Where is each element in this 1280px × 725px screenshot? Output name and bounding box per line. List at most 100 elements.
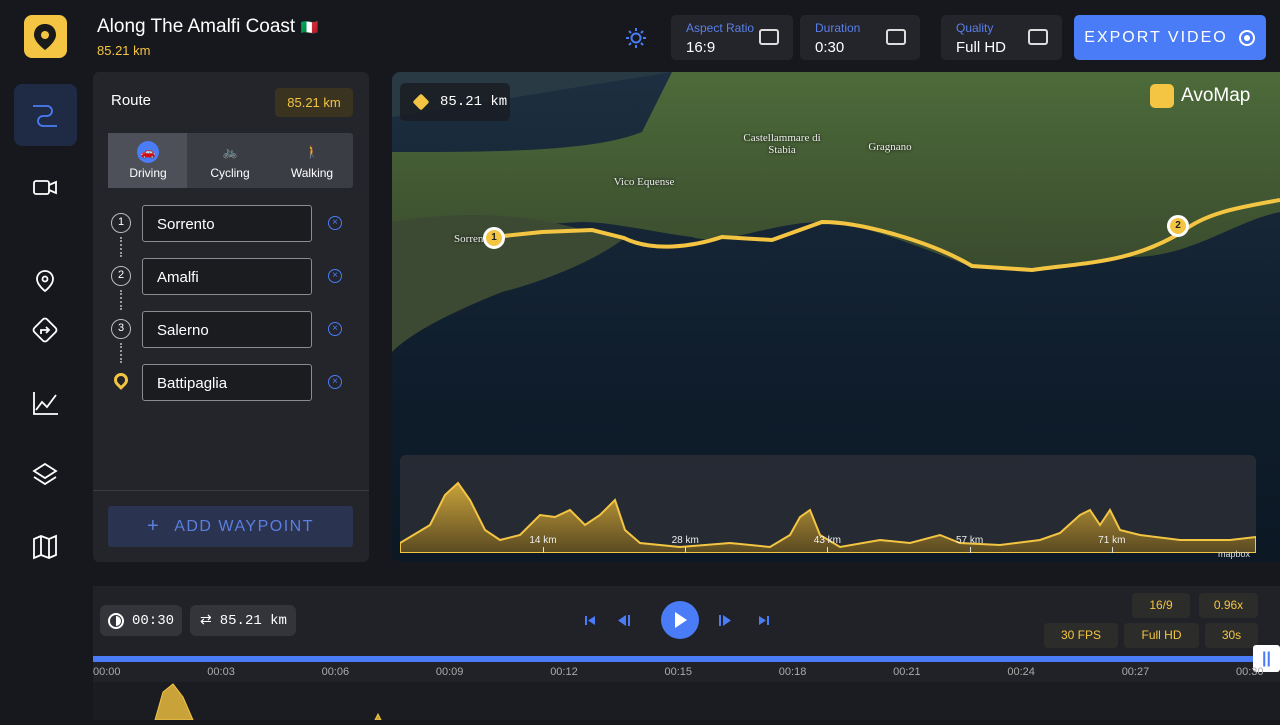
transport-controls — [585, 601, 769, 639]
map[interactable]: 85.21 km AvoMap Castellammare di Stabia G… — [392, 72, 1280, 562]
timeline-tick-label: 00:03 — [207, 666, 235, 678]
waypoint-connector — [120, 343, 122, 363]
timeline-tick-label: 00:15 — [664, 666, 693, 678]
route-panel: Route 85.21 km 🚗 Driving 🚲 Cycling 🚶 Walking … — [93, 72, 369, 562]
export-button[interactable]: EXPORT VIDEO — [1074, 15, 1266, 60]
logo-icon — [34, 24, 56, 50]
step-back[interactable] — [618, 615, 630, 626]
route-marker[interactable]: 2 — [1167, 215, 1189, 237]
timeline-handle[interactable]: || — [1253, 645, 1280, 672]
profile-tick-label: 57 km — [955, 535, 984, 546]
setting-icon — [759, 29, 779, 45]
profile-tick-label: 71 km — [1098, 535, 1126, 546]
brand-logo — [1150, 84, 1174, 108]
badge[interactable]: Full HD — [1124, 623, 1199, 648]
remove-waypoint[interactable]: × — [328, 269, 342, 283]
nav-camera[interactable] — [33, 180, 50, 195]
mode-label[interactable]: Cycling — [210, 166, 250, 180]
timeline-tick-label: 00:06 — [321, 666, 350, 678]
setting-icon — [1028, 29, 1048, 45]
step-forward[interactable] — [719, 615, 731, 626]
nav-route[interactable] — [33, 105, 57, 127]
mode-icon[interactable]: 🚲 — [222, 145, 238, 159]
theme-toggle[interactable] — [626, 28, 646, 48]
badge[interactable]: 30s — [1205, 623, 1258, 648]
profile-tick — [827, 547, 829, 553]
nav-directions[interactable] — [32, 317, 58, 343]
remove-waypoint[interactable]: × — [328, 322, 342, 336]
remove-waypoint[interactable]: × — [328, 375, 342, 389]
timeline-tick-label: 00:27 — [1121, 666, 1150, 678]
profile-tick — [543, 547, 544, 553]
place-label: Gragnano — [868, 141, 912, 153]
map-distance: 85.21 km — [440, 94, 508, 110]
setting-label: Quality — [956, 21, 994, 35]
nav-poi[interactable] — [36, 270, 54, 293]
waypoint-input[interactable]: Sorrento — [142, 205, 312, 242]
brand-name: AvoMap — [1181, 85, 1251, 106]
badge[interactable]: 16/9 — [1132, 593, 1190, 618]
sidebar-active — [14, 84, 77, 146]
setting[interactable]: Aspect Ratio 16:9 — [671, 15, 793, 60]
track-wave — [154, 683, 382, 721]
profile-tick — [685, 547, 687, 553]
brand: AvoMap — [1150, 84, 1250, 108]
route-icon — [413, 94, 429, 110]
skip-end[interactable] — [759, 616, 769, 625]
timeline-tick-label: 00:00 — [93, 666, 121, 678]
track — [93, 682, 1280, 721]
waypoint-number: 3 — [111, 319, 131, 339]
mode-label[interactable]: Walking — [290, 166, 334, 180]
add-label: ADD WAYPOINT — [174, 517, 314, 535]
flag: 🇮🇹 — [300, 19, 318, 35]
nav-layers[interactable] — [32, 462, 58, 486]
mode-label[interactable]: Driving — [129, 166, 167, 180]
timeline-tick-label: 00:12 — [550, 666, 578, 678]
timeline-progress[interactable] — [93, 656, 1260, 662]
divider — [93, 490, 369, 491]
setting-label: Aspect Ratio — [686, 21, 755, 35]
skip-start[interactable] — [585, 616, 595, 625]
setting[interactable]: Quality Full HD — [941, 15, 1062, 60]
waypoint-input[interactable]: Amalfi — [142, 258, 312, 295]
logo[interactable] — [24, 15, 67, 58]
badge[interactable]: 0.96x — [1199, 593, 1258, 618]
route-marker[interactable]: 1 — [483, 227, 505, 249]
nav-stats[interactable] — [33, 392, 58, 415]
setting-value: 0:30 — [815, 39, 845, 56]
profile-tick — [1111, 547, 1113, 553]
elevation-chart — [400, 481, 1256, 553]
attribution: mapbox — [1217, 549, 1250, 559]
clock-icon — [108, 612, 124, 629]
profile-tick-label: 28 km — [671, 535, 699, 546]
add-waypoint-button[interactable]: + ADD WAYPOINT — [108, 506, 353, 547]
badge[interactable]: 30 FPS — [1044, 623, 1118, 648]
place-label: Castellammare di Stabia — [743, 132, 821, 156]
waypoint-input[interactable]: Salerno — [142, 311, 312, 348]
route-distance: 85.21 km — [275, 88, 353, 117]
mode-icon[interactable]: 🚶 — [304, 145, 320, 159]
elevation-profile: 14 km 28 km 43 km 57 km 71 km mapbox — [400, 455, 1256, 559]
waypoint-input[interactable]: Battipaglia — [142, 364, 312, 401]
profile-tick-label: 14 km — [529, 535, 557, 546]
title-text: Along The Amalfi Coast — [97, 16, 296, 37]
waypoint-connector — [120, 237, 122, 257]
profile-tick — [969, 547, 971, 553]
place-label: Sorrento — [454, 233, 492, 245]
waypoint-connector — [120, 290, 122, 310]
remove-waypoint[interactable]: × — [328, 216, 342, 230]
setting-value: Full HD — [956, 39, 1007, 56]
timeline-tick-label: 00:18 — [778, 666, 807, 678]
nav-map[interactable] — [33, 534, 57, 560]
setting-value: 16:9 — [686, 39, 716, 56]
timeline-tick-label: 00:24 — [1007, 666, 1035, 678]
player: 00:30 ⇄ 85.21 km 16/9 0.96x 30 FPS Full HD 30… — [93, 586, 1280, 721]
mode-icon[interactable]: 🚗 — [137, 141, 159, 163]
duration-pill: 00:30 — [100, 605, 182, 636]
setting-label: Duration — [815, 21, 861, 35]
project-title: Along The Amalfi Coast 🇮🇹 — [97, 16, 318, 38]
project-distance: 85.21 km — [97, 43, 151, 58]
setting[interactable]: Duration 0:30 — [800, 15, 920, 60]
duration: 00:30 — [132, 612, 175, 629]
